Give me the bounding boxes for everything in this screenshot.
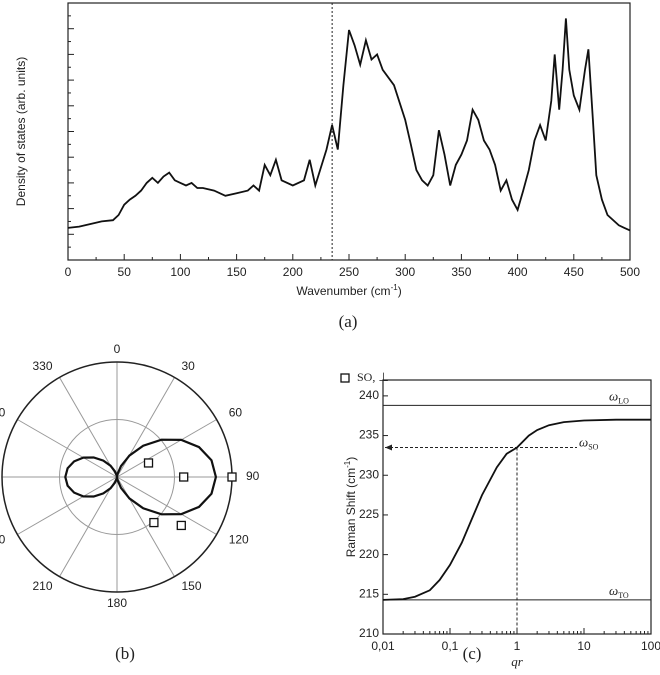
text-part: SO [588,443,598,452]
guide-label: ωSO [579,434,599,451]
angle-label: 120 [229,533,249,547]
plot-frame [67,2,631,261]
y-tick-label: 210 [359,626,379,640]
angle-label: 300 [0,406,6,420]
text-part: ω [579,434,588,449]
angle-label: 90 [246,469,260,483]
text-part: ) [344,457,358,461]
x-tick-label: 0,01 [371,639,395,653]
text-part: ) [398,284,402,298]
polar-curve [64,438,218,516]
angle-label: 150 [182,579,202,593]
guide-arrow [385,444,392,451]
angle-label: 210 [32,579,52,593]
data-line [382,418,651,601]
text-part: ω [609,388,618,403]
text-part: Wavenumber (cm [296,284,390,298]
x-tick-label: 50 [118,265,132,279]
y-axis-label: Raman Shift (cm-1) [343,457,359,557]
spoke [59,476,118,577]
angle-label: 0 [114,342,121,356]
data-point [179,472,189,482]
x-axis-label: qr [511,654,524,669]
text-part: -1 [343,460,352,468]
y-tick-label: 240 [359,388,379,402]
angle-label: 30 [182,359,196,373]
y-tick-label: 235 [359,428,379,442]
data-point [176,520,186,531]
text-part: TO [618,591,629,600]
text-part: ω [609,583,618,598]
x-tick-label: 100 [641,639,660,653]
text-part: qr [511,654,524,669]
x-tick-label: 10 [577,639,591,653]
x-tick-label: 100 [170,265,190,279]
legend-label: SO, ⊥ [357,370,389,384]
data-point [149,517,159,528]
x-tick-label: 400 [508,265,528,279]
data-point [227,472,237,482]
x-tick-label: 0 [65,265,72,279]
y-tick-label: 220 [359,547,379,561]
data-point [143,458,154,468]
y-tick-label: 215 [359,586,379,600]
y-tick-label: 230 [359,467,379,481]
text-part: Raman Shift (cm [344,468,358,557]
panel-caption: (c) [463,644,482,663]
legend-marker [340,373,350,383]
angle-label: 240 [0,533,6,547]
text-part: LO [618,397,629,406]
angle-label: 60 [229,406,243,420]
reference-label: ωLO [609,388,629,405]
data-line [67,18,631,232]
panel-caption: (b) [115,644,135,663]
x-tick-label: 0,1 [442,639,459,653]
angle-label: 330 [32,359,52,373]
x-tick-label: 1 [514,639,521,653]
x-tick-label: 150 [227,265,247,279]
x-tick-label: 200 [283,265,303,279]
spoke [17,476,118,535]
x-axis-label: Wavenumber (cm-1) [296,283,401,299]
spoke [59,377,118,478]
x-tick-label: 350 [451,265,471,279]
x-tick-label: 500 [620,265,640,279]
x-tick-label: 450 [564,265,584,279]
text-part: Density of states (arb. units) [14,57,28,206]
reference-label: ωTO [609,583,629,600]
y-tick-label: 225 [359,507,379,521]
spoke [116,419,217,478]
spoke [116,476,217,535]
panel-caption: (a) [339,312,358,331]
y-axis-label: Density of states (arb. units) [14,57,28,206]
x-tick-label: 300 [395,265,415,279]
spoke [17,419,118,478]
x-tick-label: 250 [339,265,359,279]
text-part: -1 [391,283,399,292]
angle-label: 180 [107,596,127,610]
